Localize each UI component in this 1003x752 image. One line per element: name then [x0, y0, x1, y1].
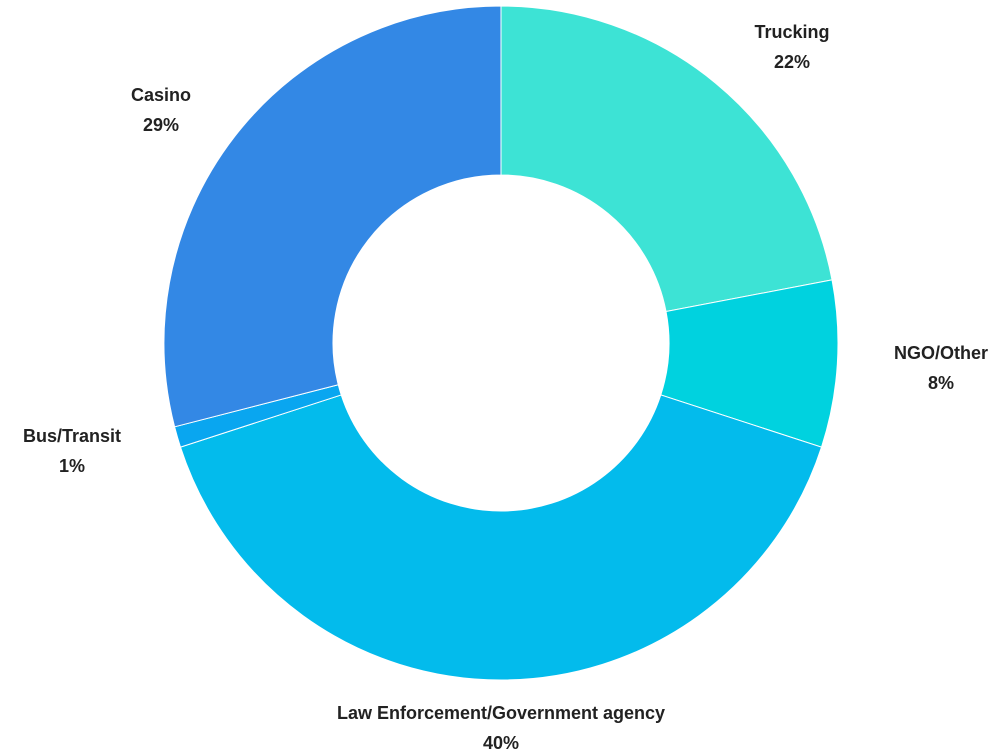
slice-value-label: 1%: [59, 456, 85, 476]
donut-slice-casino: [163, 5, 502, 428]
slice-category-label: NGO/Other: [894, 343, 988, 363]
slice-category-label: Bus/Transit: [23, 426, 121, 446]
slice-category-label: Casino: [131, 85, 191, 105]
slice-value-label: 29%: [143, 115, 179, 135]
slice-category-label: Trucking: [754, 22, 829, 42]
slice-category-label: Law Enforcement/Government agency: [337, 703, 665, 723]
slice-label-group: Bus/Transit 1%: [23, 426, 121, 476]
slice-value-label: 8%: [928, 373, 954, 393]
slice-value-label: 40%: [483, 733, 519, 752]
donut-slice-law-enforcement-government-agency: [179, 394, 823, 681]
slice-label-group: Trucking 22%: [754, 22, 829, 72]
slice-label-group: Casino 29%: [131, 85, 191, 135]
slice-label-group: NGO/Other 8%: [894, 343, 988, 393]
donut-slice-trucking: [500, 5, 833, 313]
slice-value-label: 22%: [774, 52, 810, 72]
slice-label-group: Law Enforcement/Government agency 40%: [337, 703, 665, 752]
